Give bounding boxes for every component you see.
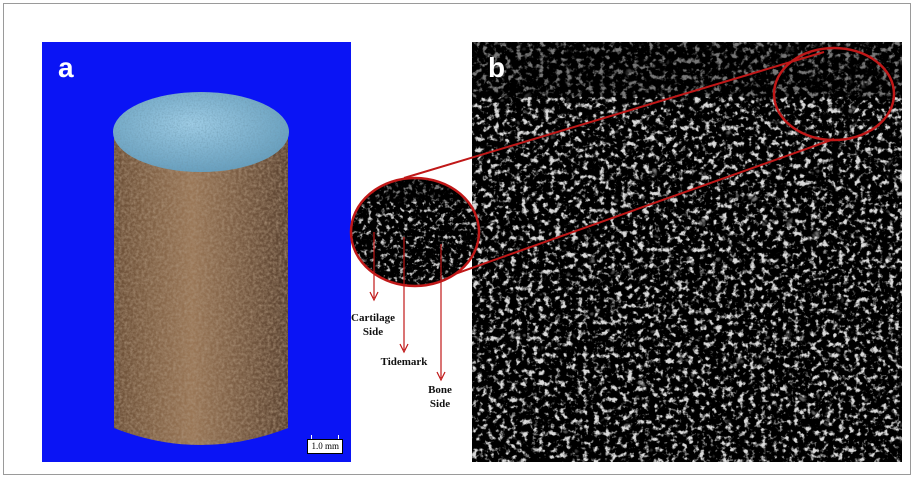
bone-cylinder-render [113,92,289,445]
panel-a-3d-rendering: a 1.0 mm [42,42,351,462]
label-cartilage-side: Cartilage Side [351,312,395,338]
panel-letter-b: b [488,52,506,83]
panel-b-ct-slice: b [472,42,902,462]
ct-slice-image [472,42,902,462]
figure-frame: a 1.0 mm b [3,3,911,475]
zoomed-region [351,178,479,286]
zoom-circle-large [349,176,481,288]
scale-bar-label: 1.0 mm [307,439,343,454]
panel-letter-a: a [58,52,74,83]
label-tidemark: Tidemark [380,356,428,368]
label-bone-side: Bone Side [428,384,452,410]
